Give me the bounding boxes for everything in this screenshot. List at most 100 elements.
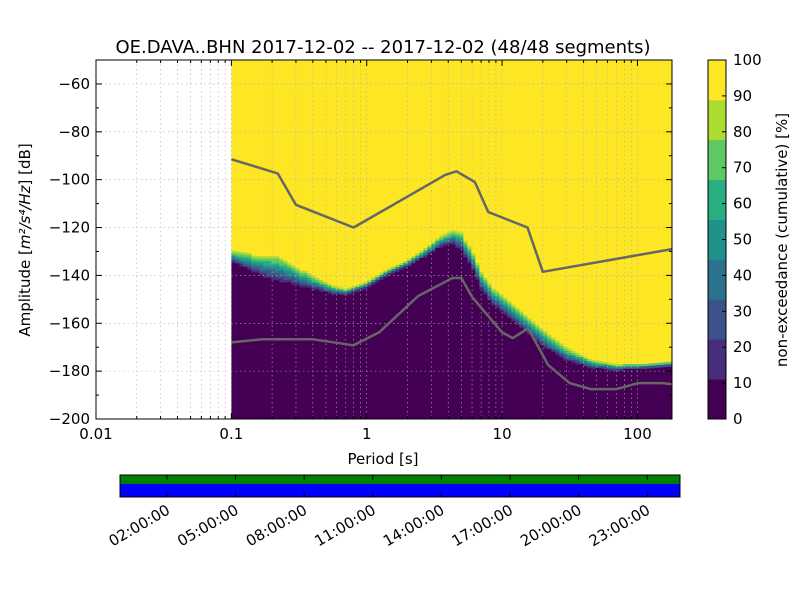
heatmap-cell	[335, 291, 340, 294]
heatmap-cell	[607, 370, 612, 419]
heatmap-cell	[567, 350, 572, 354]
heatmap-cell	[343, 290, 348, 294]
heatmap-cell	[583, 356, 588, 360]
heatmap-cell	[439, 240, 444, 243]
heatmap-cell	[235, 260, 240, 264]
heatmap-cell	[467, 243, 472, 247]
heatmap-cell	[467, 260, 472, 264]
heatmap-cell	[543, 348, 548, 419]
heatmap-cell	[471, 60, 476, 251]
heatmap-cell	[283, 263, 288, 266]
heatmap-cell	[515, 319, 520, 323]
heatmap-cell	[327, 293, 332, 419]
heatmap-cell	[315, 280, 320, 283]
heatmap-cell	[387, 270, 392, 274]
heatmap-cell	[587, 368, 592, 369]
coverage-time-label: 14:00:00	[380, 501, 447, 550]
heatmap-cell	[243, 254, 248, 258]
heatmap-cell	[283, 258, 288, 262]
heatmap-cell	[491, 291, 496, 294]
heatmap-cell	[299, 280, 304, 283]
heatmap-cell	[391, 268, 396, 272]
heatmap-cell	[519, 330, 524, 419]
heatmap-cell	[299, 272, 304, 276]
heatmap-cell	[239, 256, 244, 260]
heatmap-cell	[535, 332, 540, 335]
colorbar-segment	[708, 299, 726, 340]
heatmap-cell	[475, 60, 480, 261]
heatmap-cell	[439, 245, 444, 248]
heatmap-cell	[399, 269, 404, 419]
heatmap-cell	[535, 343, 540, 419]
heatmap-cell	[603, 60, 608, 362]
heatmap-cell	[519, 60, 524, 312]
coverage-gap-band	[120, 484, 680, 497]
heatmap-cell	[259, 256, 264, 259]
heatmap-cell	[555, 347, 560, 351]
heatmap-cell	[263, 270, 268, 274]
heatmap-cell	[487, 292, 492, 296]
heatmap-cell	[575, 354, 580, 358]
heatmap-cell	[279, 272, 284, 276]
heatmap-cell	[295, 60, 300, 266]
heatmap-cell	[311, 287, 316, 291]
heatmap-cell	[339, 295, 344, 419]
heatmap-cell	[415, 255, 420, 259]
heatmap-cell	[231, 255, 236, 259]
heatmap-cell	[379, 277, 384, 281]
heatmap-cell	[603, 366, 608, 370]
heatmap-cell	[323, 286, 328, 290]
heatmap-cell	[271, 265, 276, 269]
heatmap-cell	[299, 270, 304, 274]
colorbar-tick-label: 80	[733, 123, 752, 141]
heatmap-cell	[659, 367, 664, 419]
heatmap-cell	[571, 352, 576, 356]
heatmap-cell	[467, 253, 472, 257]
heatmap-cell	[459, 237, 464, 240]
coverage-time-label: 02:00:00	[106, 501, 173, 550]
heatmap-cell	[411, 258, 416, 262]
heatmap-cell	[235, 256, 240, 259]
heatmap-cell	[431, 241, 436, 245]
heatmap-cell	[479, 281, 484, 285]
heatmap-cell	[387, 275, 392, 419]
heatmap-cell	[603, 369, 608, 371]
heatmap-cell	[455, 231, 460, 234]
heatmap-cell	[307, 289, 312, 419]
heatmap-cell	[483, 277, 488, 281]
heatmap-cell	[487, 290, 492, 294]
colorbar-segment	[708, 139, 726, 181]
heatmap-cell	[579, 354, 584, 358]
x-tick-label: 1	[362, 425, 372, 443]
heatmap-cell	[547, 349, 552, 352]
heatmap-cell	[571, 362, 576, 364]
heatmap-cell	[579, 60, 584, 355]
heatmap-cell	[287, 275, 292, 278]
heatmap-cell	[599, 361, 604, 364]
heatmap-cell	[271, 268, 276, 271]
heatmap-cell	[527, 337, 532, 419]
heatmap-cell	[519, 325, 524, 329]
heatmap-cell	[583, 361, 588, 365]
heatmap-cell	[307, 60, 312, 274]
heatmap-cell	[255, 270, 260, 273]
heatmap-cell	[291, 272, 296, 276]
heatmap-cell	[323, 292, 328, 419]
heatmap-cell	[575, 364, 580, 366]
heatmap-cell	[507, 60, 512, 302]
heatmap-cell	[667, 366, 672, 419]
heatmap-cell	[623, 368, 628, 371]
heatmap-cell	[611, 368, 616, 371]
heatmap-cell	[239, 259, 244, 262]
heatmap-cell	[355, 289, 360, 293]
heatmap-cell	[283, 270, 288, 274]
heatmap-cell	[467, 248, 472, 252]
heatmap-cell	[491, 300, 496, 304]
heatmap-cell	[347, 287, 352, 291]
heatmap-cell	[331, 285, 336, 289]
heatmap-cell	[451, 239, 456, 243]
heatmap-cell	[431, 252, 436, 419]
heatmap-cell	[519, 316, 524, 319]
heatmap-cell	[259, 258, 264, 262]
heatmap-cell	[651, 365, 656, 369]
